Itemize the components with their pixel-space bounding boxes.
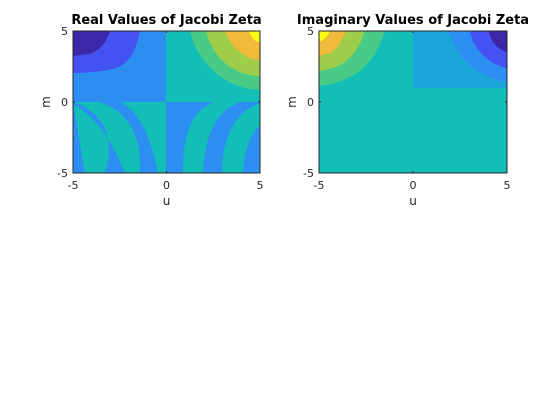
heatmap-level: [249, 31, 260, 42]
heatmap-area: [319, 31, 507, 173]
y-tick-label: -5: [303, 167, 314, 180]
x-axis-label: u: [163, 194, 171, 208]
plot-title: Imaginary Values of Jacobi Zeta: [297, 13, 529, 28]
y-tick-label: 5: [307, 25, 314, 38]
heatmap-level: [73, 31, 110, 56]
y-tick-label: 5: [61, 25, 68, 38]
imaginary-values-plot: Imaginary Values of Jacobi Zeta -5 0 5 -…: [285, 13, 529, 208]
y-ticks: [319, 30, 507, 174]
x-tick-label: -5: [68, 179, 79, 192]
x-tick-label: 0: [410, 179, 417, 192]
real-values-plot: Real Values of Jacobi Zeta: [39, 13, 264, 208]
x-tick-label: 5: [257, 179, 264, 192]
heatmap-band: [203, 102, 260, 173]
heatmap-band: [166, 102, 214, 173]
heatmap-level: [225, 31, 260, 60]
y-tick-label: 0: [61, 96, 68, 109]
y-axis-label: m: [285, 96, 299, 108]
plot-title: Real Values of Jacobi Zeta: [71, 13, 261, 28]
heatmap-band: [100, 102, 158, 173]
x-tick-label: -5: [314, 179, 325, 192]
y-ticks: [73, 30, 260, 174]
y-tick-label: 0: [307, 96, 314, 109]
heatmap-band: [73, 102, 85, 173]
x-tick-label: 5: [504, 179, 511, 192]
y-tick-label: -5: [57, 167, 68, 180]
heatmap-area: [73, 31, 260, 173]
x-tick-label: 0: [163, 179, 170, 192]
heatmap-band: [73, 102, 125, 173]
heatmap-band: [73, 98, 166, 102]
heatmap-level: [319, 31, 330, 42]
heatmap-level: [489, 31, 507, 52]
y-axis-label: m: [39, 96, 53, 108]
x-axis-label: u: [409, 194, 417, 208]
heatmap-band: [243, 125, 260, 173]
